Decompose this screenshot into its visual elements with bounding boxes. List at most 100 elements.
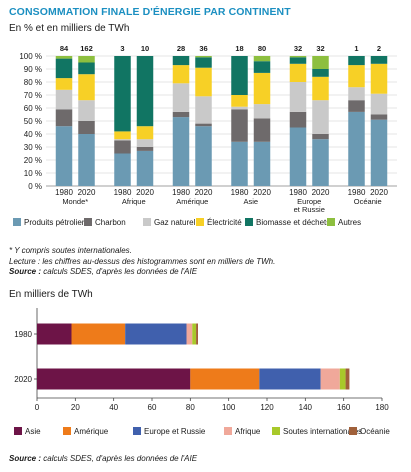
bar-segment bbox=[231, 141, 248, 186]
bar-segment bbox=[253, 61, 271, 73]
x-tick-label: 80 bbox=[186, 403, 195, 412]
bar-segment bbox=[37, 323, 72, 345]
bar-segment bbox=[312, 76, 329, 101]
legend-swatch bbox=[272, 427, 280, 435]
source-text: calculs SDES, d'après les données de l'A… bbox=[41, 267, 198, 276]
x-year-label: 1980 bbox=[231, 188, 249, 197]
footnote: * Y compris soutes internationales. bbox=[9, 246, 132, 255]
bar-segment bbox=[195, 123, 212, 127]
bar-segment bbox=[348, 56, 365, 66]
bar-segment bbox=[136, 147, 154, 151]
x-year-label: 2020 bbox=[195, 188, 213, 197]
bar-segment bbox=[253, 56, 271, 62]
y-tick-label: 50 % bbox=[24, 117, 42, 126]
bar-segment bbox=[55, 58, 73, 79]
x-group-label: Océanie bbox=[354, 197, 382, 206]
bar-segment bbox=[348, 87, 365, 101]
bar-segment bbox=[195, 126, 212, 186]
bar-total-label: 28 bbox=[177, 44, 185, 53]
bar-segment bbox=[312, 100, 329, 134]
bar-segment bbox=[231, 95, 248, 107]
legend-swatch bbox=[143, 218, 151, 226]
bar-segment bbox=[172, 111, 190, 118]
x-tick-label: 0 bbox=[35, 403, 40, 412]
bar-segment bbox=[253, 72, 271, 105]
bar-segment bbox=[136, 150, 154, 186]
x-year-label: 2020 bbox=[370, 188, 388, 197]
bar-segment bbox=[78, 56, 95, 63]
bar-segment bbox=[55, 56, 73, 59]
legend-label: Océanie bbox=[360, 427, 390, 436]
bar-segment bbox=[71, 323, 126, 345]
source-label-2: Source : bbox=[9, 454, 42, 463]
bar-segment bbox=[125, 323, 187, 345]
source-note-2: Source : calculs SDES, d'après les donné… bbox=[9, 454, 197, 463]
bar-segment bbox=[172, 65, 190, 84]
bar-segment bbox=[312, 139, 329, 186]
x-tick-label: 120 bbox=[260, 403, 274, 412]
legend-swatch bbox=[63, 427, 71, 435]
x-tick-label: 20 bbox=[71, 403, 80, 412]
x-year-label: 2020 bbox=[78, 188, 96, 197]
bar-segment bbox=[55, 89, 73, 110]
bar-segment bbox=[172, 117, 190, 186]
x-year-label: 2020 bbox=[312, 188, 330, 197]
legend-label: Autres bbox=[338, 218, 361, 227]
x-tick-label: 60 bbox=[148, 403, 157, 412]
bar-segment bbox=[370, 93, 388, 115]
bar-segment bbox=[289, 56, 307, 58]
x-year-label: 1980 bbox=[289, 188, 307, 197]
bar-total-label: 1 bbox=[354, 44, 358, 53]
bar-total-label: 10 bbox=[141, 44, 149, 53]
bar-segment bbox=[195, 96, 212, 124]
chart-subtitle: En % et en milliers de TWh bbox=[9, 23, 130, 34]
legend-label: Soutes internationales bbox=[283, 427, 362, 436]
y-category-label: 2020 bbox=[14, 375, 32, 384]
y-tick-label: 100 % bbox=[19, 52, 42, 61]
legend-swatch bbox=[14, 427, 22, 435]
source-label: Source : bbox=[9, 267, 42, 276]
stacked-percent-bar-chart: 0 % 10 % 20 % 30 % 40 % 50 % 60 % 70 % 80 % 90 % 1… bbox=[13, 44, 397, 227]
bar-segment bbox=[78, 62, 95, 75]
x-year-label: 1980 bbox=[114, 188, 132, 197]
legend-swatch bbox=[224, 427, 232, 435]
bar-segment bbox=[55, 126, 73, 186]
bar-segment bbox=[289, 127, 307, 186]
legend-label: Amérique bbox=[74, 427, 109, 436]
bar-total-label: 80 bbox=[258, 44, 266, 53]
bar-segment bbox=[55, 78, 73, 90]
bar-total-label: 162 bbox=[80, 44, 93, 53]
bar-segment bbox=[339, 368, 346, 390]
legend-swatch bbox=[196, 218, 204, 226]
bar-segment bbox=[195, 67, 212, 97]
x-group-label: Europe bbox=[297, 197, 321, 206]
bar-segment bbox=[348, 65, 365, 88]
bar-segment bbox=[78, 100, 95, 121]
x-year-label: 2020 bbox=[253, 188, 271, 197]
bar-segment bbox=[78, 121, 95, 134]
bar-total-label: 36 bbox=[199, 44, 207, 53]
bar-segment bbox=[370, 114, 388, 120]
y-tick-label: 10 % bbox=[24, 169, 42, 178]
y-tick-label: 60 % bbox=[24, 104, 42, 113]
source-text-2: calculs SDES, d'après les données de l'A… bbox=[41, 454, 198, 463]
legend-label: Biomasse et déchets bbox=[256, 218, 330, 227]
bar-segment bbox=[345, 368, 350, 390]
y-tick-label: 80 % bbox=[24, 78, 42, 87]
bar-segment bbox=[196, 323, 198, 345]
chart-notes: * Y compris soutes internationales. Lect… bbox=[9, 246, 275, 278]
legend-swatch bbox=[245, 218, 253, 226]
bar-segment bbox=[195, 57, 212, 68]
legend-swatch bbox=[84, 218, 92, 226]
bar-segment bbox=[312, 56, 329, 69]
chart-title: CONSOMMATION FINALE D'ÉNERGIE PAR CONTIN… bbox=[9, 6, 291, 18]
y-tick-label: 20 % bbox=[24, 156, 42, 165]
x-year-label: 2020 bbox=[136, 188, 154, 197]
x-tick-label: 100 bbox=[222, 403, 236, 412]
y-tick-label: 30 % bbox=[24, 143, 42, 152]
bar-total-label: 32 bbox=[294, 44, 302, 53]
bar-segment bbox=[114, 56, 131, 132]
bar-segment bbox=[370, 63, 388, 94]
bar-segment bbox=[136, 56, 154, 127]
